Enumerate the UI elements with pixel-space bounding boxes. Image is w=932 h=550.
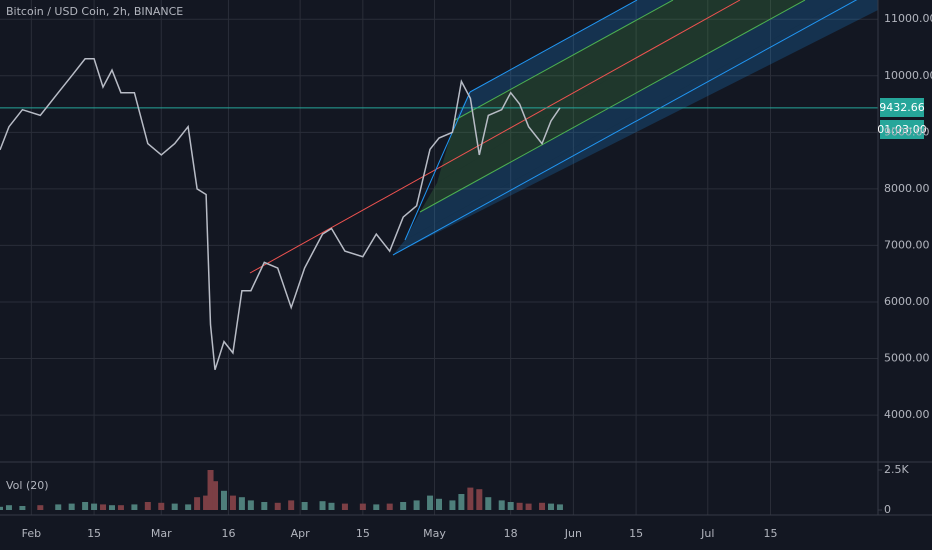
volume-bar [341, 503, 348, 510]
volume-bar [319, 501, 326, 510]
volume-bar [359, 503, 366, 510]
volume-bar [212, 481, 219, 510]
volume-bar [131, 504, 138, 510]
band [437, 0, 738, 183]
x-tick-label: Jul [700, 527, 714, 540]
median-line [249, 0, 741, 274]
volume-bar [91, 503, 98, 510]
volume-bar [158, 502, 165, 510]
fork-line [392, 0, 858, 256]
x-tick-label: 18 [504, 527, 518, 540]
band [405, 0, 845, 240]
volume-bar [449, 500, 456, 510]
volume-bar [288, 500, 295, 510]
volume-bar [5, 505, 12, 510]
volume-bar [436, 498, 442, 510]
y-tick-label: 4000.00 [884, 408, 930, 421]
volume-bar [220, 490, 227, 510]
band [393, 0, 878, 255]
volume-bar [203, 495, 210, 510]
volume-bar [37, 505, 44, 510]
y-tick-label: 6000.00 [884, 295, 930, 308]
volume-bar [386, 503, 393, 510]
volume-bar [238, 497, 245, 510]
volume-bar [207, 470, 214, 510]
y2-tick-label: 0 [884, 503, 891, 516]
volume-bar [427, 495, 434, 510]
volume-bar [274, 502, 281, 510]
volume-bar [100, 504, 107, 510]
x-tick-label: Mar [151, 527, 172, 540]
x-tick-label: 16 [221, 527, 235, 540]
volume-bar [68, 503, 75, 510]
fork-line [469, 0, 638, 93]
y-tick-label: 9000.00 [884, 125, 930, 138]
volume-bar [117, 505, 124, 510]
volume-bar [185, 504, 192, 510]
y-tick-label: 7000.00 [884, 238, 930, 251]
volume-bar [547, 503, 554, 510]
x-tick-label: 15 [356, 527, 370, 540]
volume-bar [261, 502, 268, 510]
price-label: 9432.66 [879, 101, 925, 114]
handle-line [404, 91, 471, 241]
volume-bar [55, 504, 62, 510]
volume-bar [171, 503, 178, 510]
grid [0, 0, 878, 515]
volume-bar [373, 504, 380, 510]
fork-line [454, 0, 674, 121]
volume-bar [516, 502, 523, 510]
volume-bar [19, 506, 26, 510]
x-tick-label: Apr [291, 527, 311, 540]
volume-bar [485, 497, 492, 510]
volume-bar [247, 500, 254, 510]
y-tick-label: 11000.00 [884, 12, 932, 25]
volume-bar [476, 489, 483, 510]
plot [0, 58, 878, 510]
y2-tick-label: 2.5K [884, 463, 909, 476]
countdown-badge [880, 120, 924, 139]
volume-label: Vol (20) [6, 479, 49, 492]
countdown: 01:03:00 [877, 123, 926, 136]
x-tick-label: Jun [564, 527, 582, 540]
volume-bar [498, 500, 505, 510]
x-tick-label: 15 [629, 527, 643, 540]
price-line [0, 58, 561, 371]
volume-bar [556, 504, 563, 510]
pitchfork [249, 0, 878, 274]
fork-line [419, 0, 806, 213]
volume-bar [108, 505, 115, 510]
chart-title: Bitcoin / USD Coin, 2h, BINANCE [6, 5, 183, 18]
x-tick-label: 15 [763, 527, 777, 540]
y-tick-label: 8000.00 [884, 182, 930, 195]
volume-bar [194, 497, 201, 510]
price-badge [880, 98, 924, 117]
volume-bar [413, 500, 420, 510]
volume-bar [507, 502, 514, 510]
x-tick-label: 15 [87, 527, 101, 540]
volume-bar [400, 502, 407, 510]
volume-bar [539, 502, 546, 510]
volume-bar [301, 502, 308, 510]
volume-bar [82, 502, 89, 510]
x-tick-label: May [423, 527, 446, 540]
y-tick-label: 5000.00 [884, 352, 930, 365]
volume-bar [229, 495, 236, 510]
volume-bar [467, 487, 474, 510]
volume-bar [328, 502, 335, 510]
y-tick-label: 10000.00 [884, 69, 932, 82]
volume-bar [458, 494, 465, 510]
volume-bar [144, 502, 151, 510]
volume-bar [525, 503, 532, 510]
x-tick-label: Feb [22, 527, 41, 540]
volume-bar [0, 506, 3, 510]
